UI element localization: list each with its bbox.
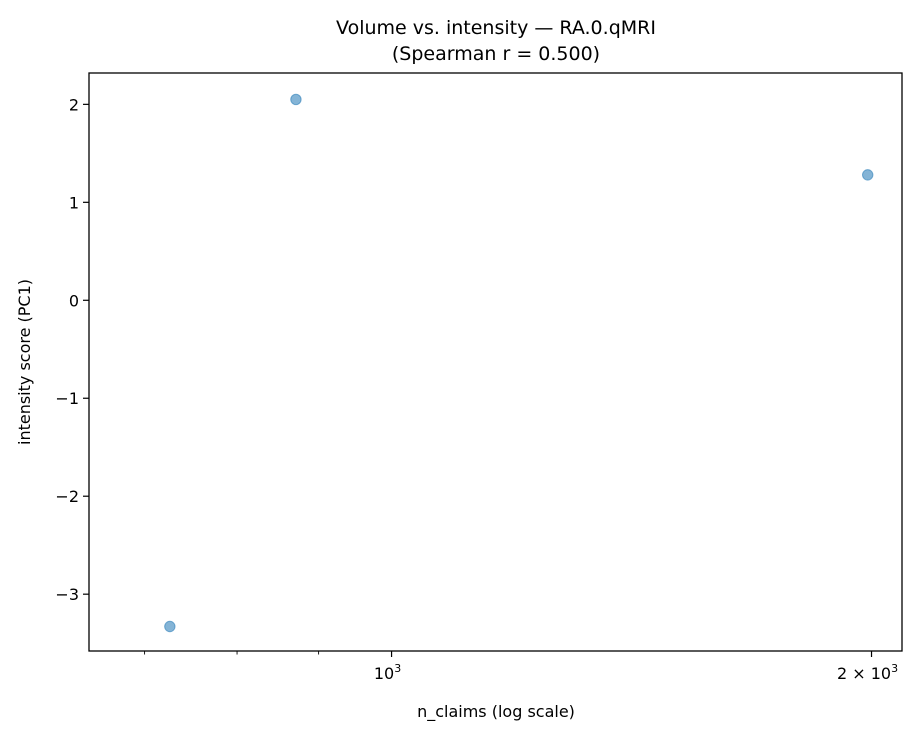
x-tick-label: 2 × 103 [837,662,898,683]
data-point [290,93,302,106]
chart-title: Volume vs. intensity — RA.0.qMRI [336,17,656,39]
chart-subtitle: (Spearman r = 0.500) [392,43,600,65]
data-point [164,620,176,633]
plot-frame [88,72,903,652]
y-tick-label: 1 [69,193,79,212]
x-tick-label: 103 [374,662,401,683]
y-tick-label: −2 [55,487,79,506]
data-point [862,169,874,181]
y-tick-label: 2 [69,95,79,114]
x-axis-label: n_claims (log scale) [417,702,575,722]
y-tick-label: −3 [55,585,79,604]
y-tick-label: 0 [69,291,79,310]
data-points [164,93,874,633]
y-tick-label: −1 [55,389,79,408]
y-axis-label: intensity score (PC1) [15,279,34,445]
y-axis: 2 1 0 −1 −2 −3 [55,95,89,604]
x-axis: 103 2 × 103 [144,651,898,683]
